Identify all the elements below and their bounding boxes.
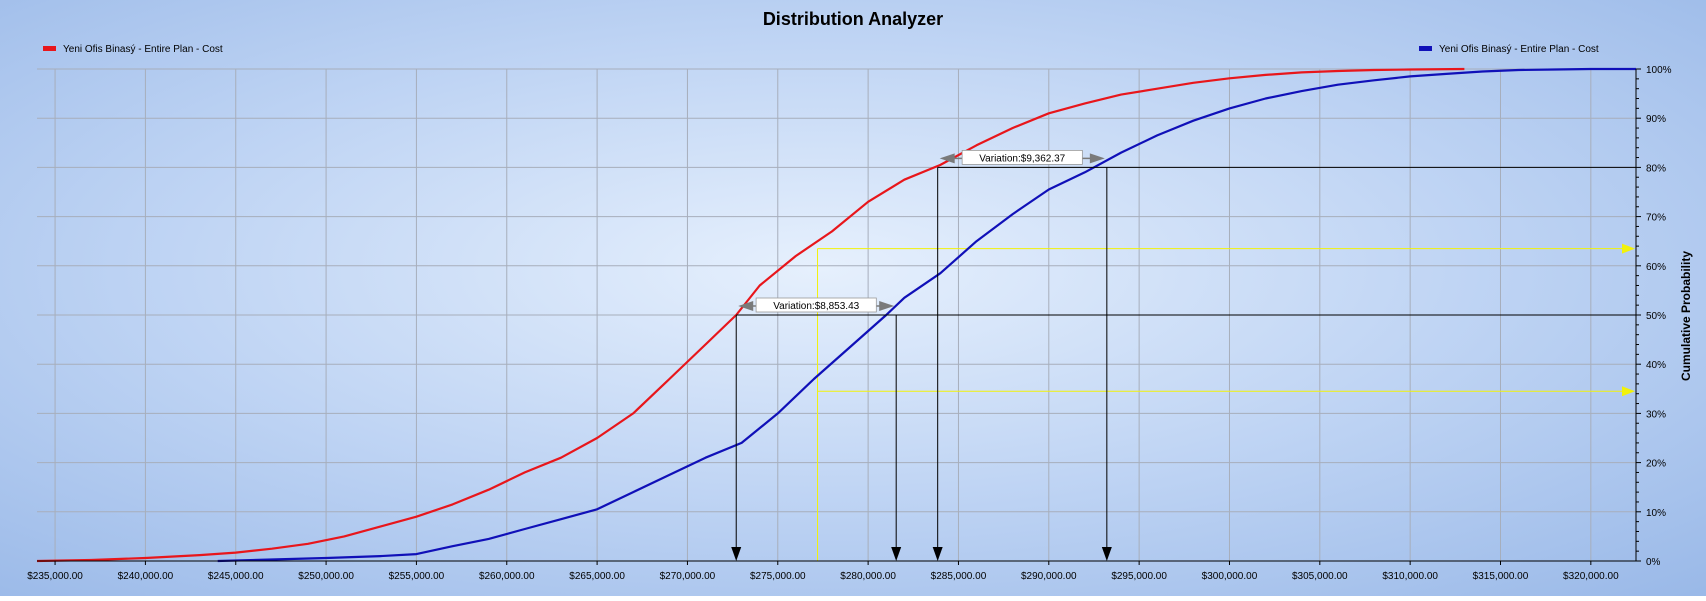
x-tick-label: $245,000.00 [208,571,264,582]
legend-left-swatch [43,46,56,51]
legend-right: Yeni Ofis Binasý - Entire Plan - Cost [1419,44,1599,55]
variation-label: Variation:$9,362.37 [979,153,1065,164]
series-red-line [36,67,1465,563]
x-tick-label: $260,000.00 [479,571,535,582]
y-tick-label: 80% [1646,163,1666,174]
y-tick-label: 30% [1646,409,1666,420]
x-tick-label: $290,000.00 [1021,571,1077,582]
drop-arrow-head [1101,547,1112,561]
drop-arrow-head [731,547,742,561]
y-tick-label: 90% [1646,114,1666,125]
drop-arrow-head [932,547,943,561]
y-axis-label: Cumulative Probability [1679,251,1693,381]
series-blue-line [217,67,1636,563]
x-tick-label: $275,000.00 [750,571,806,582]
variation-label-box [755,297,877,313]
x-tick-label: $235,000.00 [27,571,83,582]
annotations: Variation:$8,853.43 Variation:$9,362.37 [731,149,1636,561]
legend-right-label: Yeni Ofis Binasý - Entire Plan - Cost [1439,44,1599,55]
x-tick-label: $265,000.00 [569,571,625,582]
y-tick-label: 70% [1646,213,1666,224]
x-tick-label: $300,000.00 [1202,571,1258,582]
y-tick-label: 10% [1646,508,1666,519]
drop-arrow-head [891,547,902,561]
reference-arrow-head [1622,243,1635,254]
x-tick-label: $315,000.00 [1473,571,1529,582]
x-tick-label: $285,000.00 [931,571,987,582]
x-tick-label: $295,000.00 [1111,571,1167,582]
y-tick-label: 0% [1646,557,1661,568]
x-tick-label: $270,000.00 [660,571,716,582]
axes: $235,000.00 $240,000.00 $245,000.00 $250,00… [27,65,1671,582]
variation-arrow-right [879,301,895,311]
variation-arrow-left [738,301,754,311]
variation-arrow-right [1089,153,1105,164]
variation-label-box [961,149,1083,165]
x-tick-label: $280,000.00 [840,571,896,582]
y-tick-label: 100% [1646,65,1672,76]
x-tick-label: $250,000.00 [298,571,354,582]
variation-arrow-left [939,153,955,164]
x-tick-label: $310,000.00 [1382,571,1438,582]
x-tick-label: $255,000.00 [389,571,445,582]
y-tick-label: 50% [1646,311,1666,322]
reference-arrow-head [1622,386,1635,397]
variation-label: Variation:$8,853.43 [773,301,859,312]
legend-left-label: Yeni Ofis Binasý - Entire Plan - Cost [63,44,223,55]
chart-title: Distribution Analyzer [763,9,943,29]
x-tick-label: $240,000.00 [118,571,174,582]
y-tick-label: 20% [1646,459,1666,470]
x-tick-label: $305,000.00 [1292,571,1348,582]
x-tick-label: $320,000.00 [1563,571,1619,582]
y-tick-label: 60% [1646,262,1666,273]
y-tick-label: 40% [1646,360,1666,371]
legend-left: Yeni Ofis Binasý - Entire Plan - Cost [43,44,223,55]
legend-right-swatch [1419,46,1432,51]
series-layer [36,67,1636,563]
